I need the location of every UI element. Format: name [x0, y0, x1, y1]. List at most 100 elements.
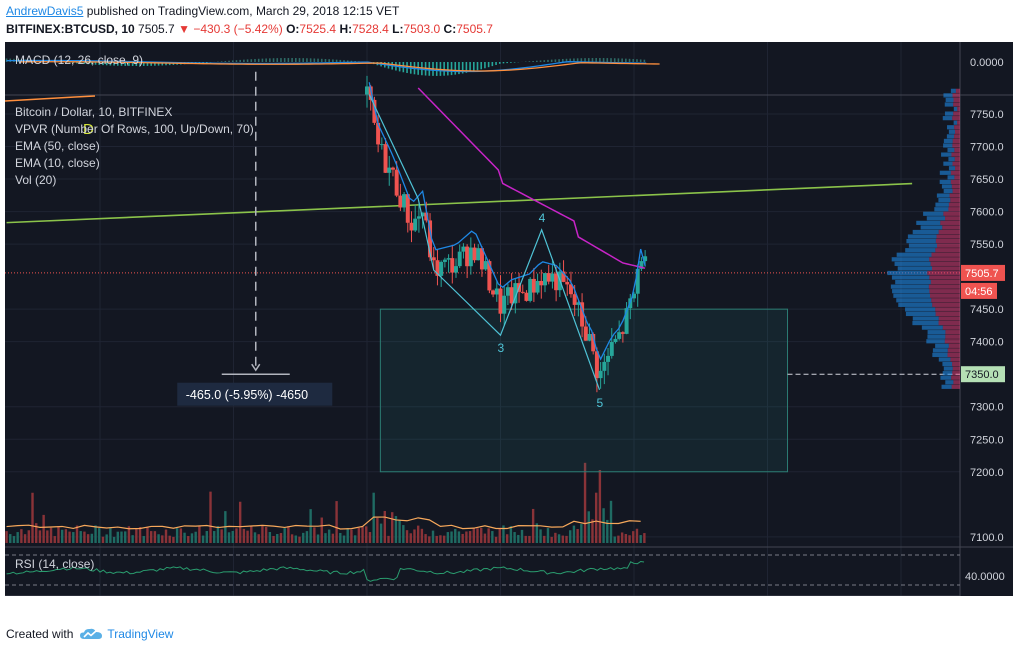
candle-body [502, 295, 507, 314]
candle-body [424, 212, 429, 221]
vpvr-down-bar [942, 325, 960, 330]
price-tick-label: 7200.0 [970, 467, 1004, 479]
candle-body [539, 280, 544, 286]
vpvr-down-bar [952, 116, 960, 121]
chart-area[interactable]: D 3 4 5 -465.0 (-5.95%) -4650 7750.0 7700.0 765… [5, 42, 1013, 596]
vpvr-down-bar [953, 380, 960, 385]
volume-bar [576, 529, 579, 543]
volume-bar [194, 531, 197, 543]
symbol-header: BITFINEX:BTCUSD, 10 7505.7 ▼ −430.3 (−5.… [6, 22, 493, 36]
vpvr-down-bar [927, 270, 960, 276]
vpvr-down-bar [953, 102, 960, 107]
vpvr-up-bar [943, 138, 953, 144]
vpvr-down-bar [955, 88, 960, 93]
price-tick-label: 7400.0 [970, 337, 1004, 349]
volume-bar [146, 527, 149, 543]
vpvr-down-bar [954, 157, 960, 162]
price-tick-label: 7650.0 [970, 174, 1004, 186]
vpvr-down-bar [929, 275, 960, 280]
measure-arrow-icon [251, 363, 261, 372]
change-value: −430.3 (−5.42%) [193, 22, 283, 36]
macd-histogram-bar [113, 62, 115, 66]
volume-bar [46, 530, 49, 543]
macd-histogram-bar [257, 58, 260, 62]
candle-body [450, 258, 455, 273]
vpvr-up-bar [895, 279, 931, 285]
tradingview-link[interactable]: TradingView [79, 627, 173, 641]
vpvr-down-bar [945, 334, 960, 339]
volume-bar [175, 528, 179, 543]
vpvr-down-bar [935, 248, 960, 253]
volume-bar [628, 535, 631, 543]
candle-body [598, 370, 603, 379]
volume-bar [457, 531, 461, 543]
volume-bar [350, 529, 353, 543]
macd-histogram-bar [269, 58, 271, 62]
macd-histogram-bar [261, 58, 264, 62]
macd-histogram-bar [276, 58, 279, 62]
volume-bar [246, 530, 249, 543]
candle-body [472, 247, 477, 261]
volume-bar [454, 528, 457, 543]
volume-bar [554, 532, 557, 543]
vpvr-down-bar [942, 225, 960, 230]
vpvr-down-bar [928, 284, 960, 289]
vpvr-up-bar [893, 293, 930, 298]
vpvr-up-bar [948, 157, 955, 162]
macd-histogram-bar [142, 62, 145, 66]
macd-histogram-bar [94, 62, 97, 65]
last-price: 7505.7 [138, 22, 175, 36]
candle-body [454, 266, 458, 273]
macd-histogram-bar [346, 60, 349, 62]
last-price-tag [961, 264, 1005, 281]
macd-histogram-bar [124, 62, 127, 66]
vpvr-up-bar [894, 261, 931, 266]
macd-line [6, 59, 647, 73]
volume-bar [483, 533, 487, 543]
candle-body [368, 86, 373, 100]
macd-histogram-bar [332, 59, 334, 62]
volume-bar [327, 529, 331, 543]
vpvr-down-bar [947, 348, 960, 353]
trendline [6, 182, 913, 224]
vpvr-up-bar [947, 175, 955, 180]
macd-histogram-bar [139, 62, 141, 66]
volume-bar [357, 527, 361, 543]
macd-histogram-bar [458, 62, 460, 75]
macd-histogram-bar [480, 62, 483, 70]
close-value: 7505.7 [456, 22, 493, 36]
candle-body [543, 273, 547, 286]
volume-bar [517, 534, 520, 543]
volume-bar [428, 536, 431, 543]
macd-histogram-bar [643, 59, 646, 62]
vpvr-down-bar [929, 293, 960, 298]
candle-body [602, 361, 607, 371]
volume-bar [402, 525, 405, 543]
macd-histogram-bar [206, 62, 208, 63]
macd-histogram-bar [476, 62, 479, 71]
volume-bar [276, 533, 279, 543]
macd-histogram-bar [272, 58, 275, 62]
volume-bar [602, 508, 605, 543]
volume-bar [505, 534, 509, 543]
macd-histogram-bar [320, 58, 323, 62]
macd-histogram-bar [224, 61, 227, 62]
volume-bar [572, 525, 576, 543]
author-link[interactable]: AndrewDavis5 [6, 4, 84, 18]
volume-bar [468, 531, 472, 543]
macd-histogram-bar [228, 60, 230, 62]
vpvr-up-bar [943, 143, 953, 148]
vpvr-up-bar [943, 161, 953, 166]
volume-bar [606, 519, 609, 543]
symbol-name: BITFINEX:BTCUSD, 10 [6, 22, 135, 36]
candle-body [617, 332, 622, 339]
volume-bar [583, 462, 587, 543]
vpvr-down-bar [950, 170, 960, 175]
volume-bar [294, 535, 297, 543]
macd-histogram-bar [313, 58, 316, 62]
vpvr-down-bar [952, 143, 960, 148]
volume-bar [116, 531, 119, 543]
vpvr-down-bar [932, 302, 960, 307]
candle-body [446, 258, 451, 260]
volume-bar [305, 531, 309, 543]
